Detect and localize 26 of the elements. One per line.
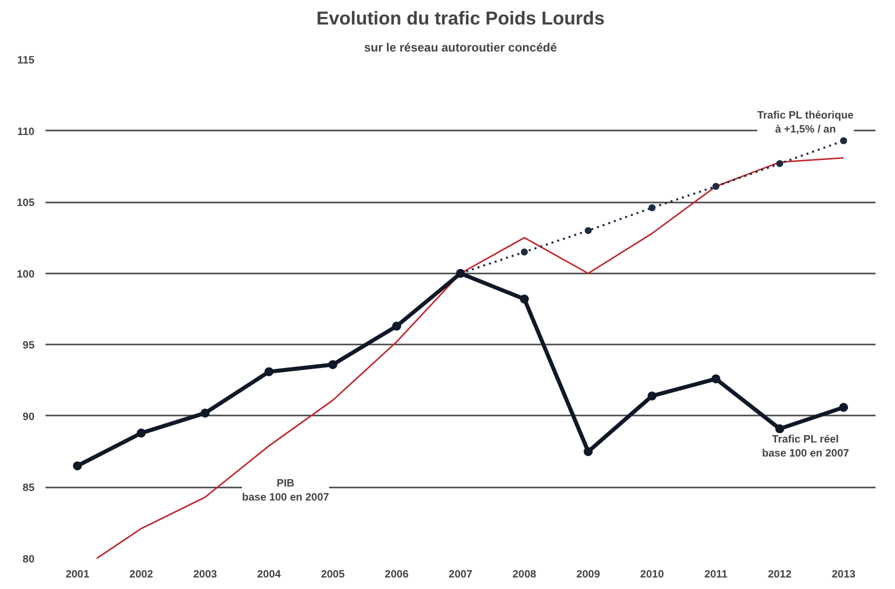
y-tick-label: 100 <box>16 268 35 280</box>
x-tick-label: 2001 <box>66 568 90 580</box>
y-tick-label: 80 <box>22 554 35 566</box>
x-tick-label: 2005 <box>320 568 345 580</box>
annotation: PIB base 100 en 2007 <box>242 477 330 504</box>
y-tick-label: 85 <box>22 482 35 494</box>
y-tick-label: 105 <box>16 197 35 210</box>
x-tick-label: 2004 <box>257 568 281 580</box>
x-tick-label: 2002 <box>129 568 154 580</box>
x-tick-label: 2007 <box>448 568 472 580</box>
x-tick-label: 2011 <box>704 568 728 580</box>
y-tick-label: 110 <box>17 126 35 138</box>
x-tick-label: 2009 <box>576 568 600 580</box>
y-tick-label: 90 <box>22 410 35 423</box>
x-tick-label: 2010 <box>640 568 664 580</box>
x-tick-label: 2003 <box>193 568 218 580</box>
annotation: Trafic PL théorique à +1,5% / an <box>757 109 854 136</box>
x-tick-label: 2008 <box>512 568 536 580</box>
chart-subtitle: sur le réseau autoroutier concédé <box>364 40 558 54</box>
x-tick-label: 2006 <box>384 568 409 580</box>
y-tick-label: 95 <box>22 340 35 352</box>
annotation: Trafic PL réel base 100 en 2007 <box>762 433 850 460</box>
chart-title: Evolution du trafic Poids Lourds <box>316 8 605 28</box>
x-tick-label: 2013 <box>832 568 856 580</box>
x-tick-label: 2012 <box>768 568 792 580</box>
y-tick-label: 115 <box>17 54 35 66</box>
